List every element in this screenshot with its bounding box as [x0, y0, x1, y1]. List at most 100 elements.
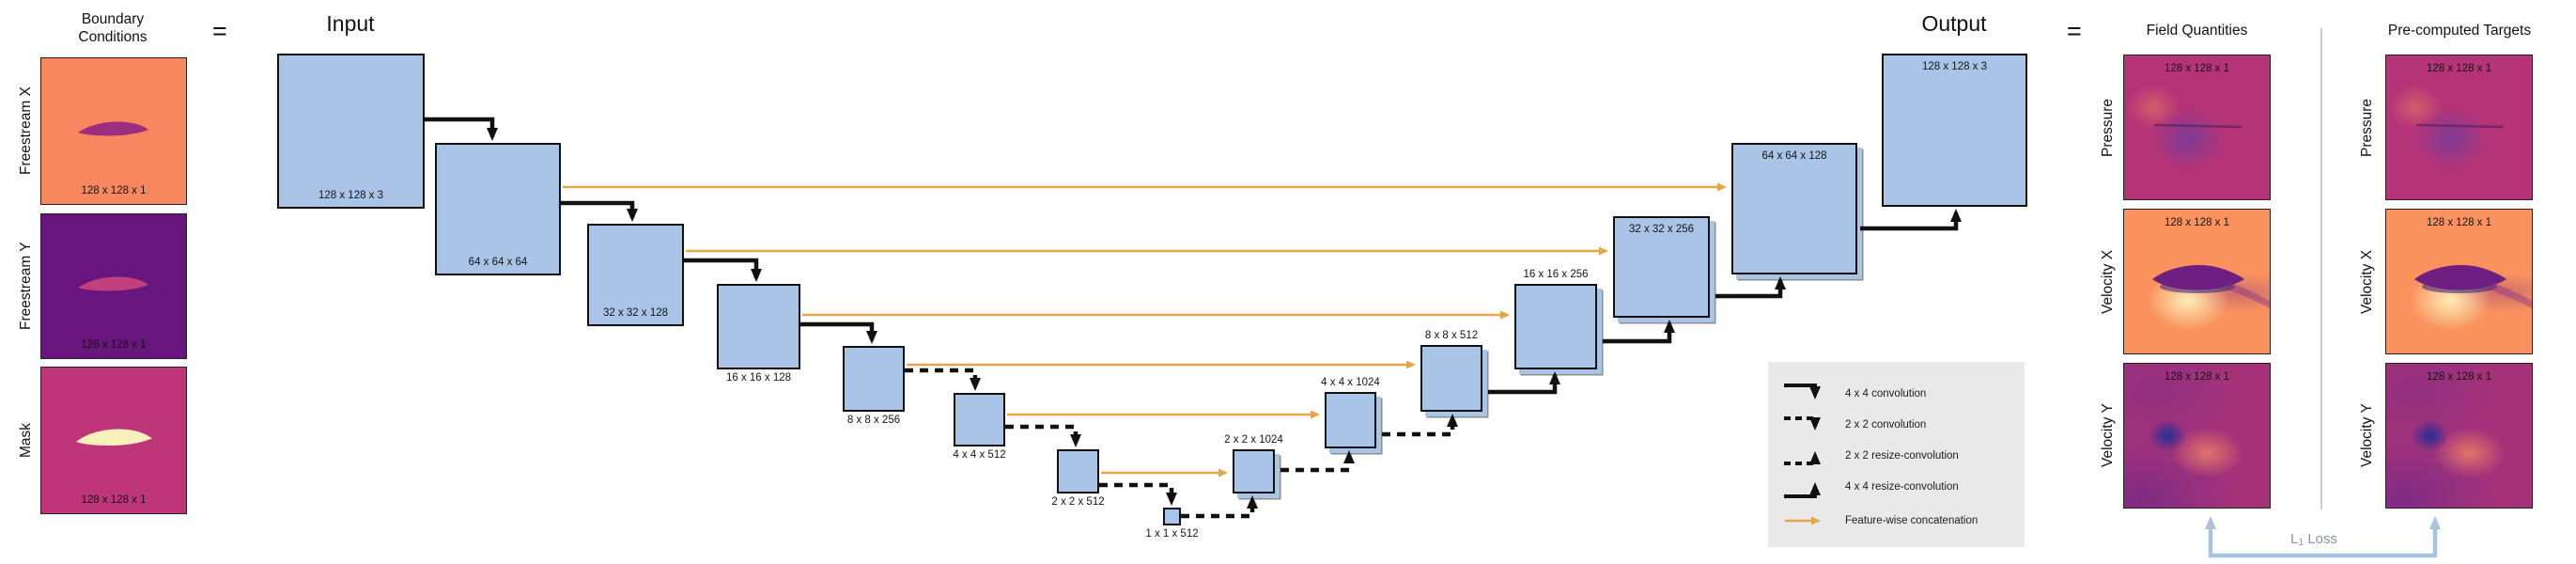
legend-label: Feature-wise concatenation	[1845, 515, 1979, 526]
fq-pressure-panel: 128 x 128 x 1	[2123, 55, 2271, 200]
legend-item-concatenation: Feature-wise concatenation	[1781, 506, 1978, 536]
resize-16-32	[1603, 320, 1675, 344]
loss-prefix: L	[2289, 531, 2299, 547]
resize-8-16	[1488, 371, 1560, 395]
resize-32-64	[1715, 276, 1786, 299]
conv-16-8	[800, 321, 877, 344]
box-dims: 128 x 128 x 3	[318, 190, 384, 201]
legend-label: 4 x 4 resize-convolution	[1845, 481, 1959, 493]
solid-down-arrow-icon	[1784, 384, 1821, 400]
fq-velocity-y-panel: 128 x 128 x 1	[2123, 363, 2271, 509]
encoder-box-32: 32 x 32 x 128	[587, 224, 684, 326]
box-dims: 2 x 2 x 1024	[1224, 434, 1283, 446]
equals-sign-right: =	[2067, 17, 2082, 45]
panel-dims: 128 x 128 x 1	[2426, 371, 2492, 383]
pct-velocity-x-label: Velocity X	[2359, 249, 2375, 314]
legend-label: 2 x 2 resize-convolution	[1845, 450, 1959, 462]
box-dims: 4 x 4 x 512	[953, 449, 1006, 461]
conv-32-16	[684, 258, 762, 282]
box-dims: 1 x 1 x 512	[1145, 528, 1199, 540]
pct-velocity-y-panel: 128 x 128 x 1	[2385, 363, 2533, 509]
solid-up-arrow-icon	[1784, 482, 1821, 498]
conv-64-32	[561, 200, 638, 222]
input-title: Input	[326, 11, 375, 36]
encoder-box-8: 8 x 8 x 256	[843, 346, 905, 426]
orange-arrow-icon	[1785, 516, 1821, 525]
dashed-down-arrow-icon	[1784, 416, 1821, 431]
encoder-box-128: 128 x 128 x 3	[277, 54, 425, 209]
box-dims: 128 x 128 x 3	[1921, 61, 1988, 72]
output-box: 128 x 128 x 3	[1882, 54, 2027, 207]
dashed-up-arrow-icon	[1784, 451, 1821, 465]
airfoil-shape	[78, 276, 148, 291]
freestream-y-label: Freestream Y	[18, 242, 34, 331]
panel-dims: 128 x 128 x 1	[2426, 217, 2492, 228]
freestream-x-label: Freestream X	[18, 86, 34, 176]
box-dims: 64 x 64 x 64	[468, 257, 528, 268]
freestream-x-panel: 128 x 128 x 1	[40, 57, 187, 205]
legend-label: 4 x 4 convolution	[1845, 388, 1927, 400]
conv-4-2	[1005, 424, 1081, 447]
resize-4-8	[1382, 414, 1458, 437]
fq-velocity-y-label: Velocity Y	[2100, 403, 2116, 468]
box-dims: 8 x 8 x 256	[846, 415, 901, 426]
panel-dims: 128 x 128 x 1	[81, 185, 147, 196]
box-dims: 16 x 16 x 256	[1523, 269, 1589, 280]
airfoil-shape	[76, 429, 152, 446]
pct-pressure-panel: 128 x 128 x 1	[2385, 55, 2533, 200]
airfoil-shape	[2152, 264, 2270, 308]
encoder-box-64: 64 x 64 x 64	[435, 143, 561, 275]
boundary-conditions-title: Boundary Conditions	[78, 11, 147, 45]
decoder-box-8: 8 x 8 x 512	[1420, 330, 1482, 412]
airfoil-chord-line	[2153, 123, 2242, 129]
panel-dims: 128 x 128 x 1	[2164, 217, 2230, 228]
loss-subscript: 1	[2298, 537, 2304, 549]
panel-dims: 128 x 128 x 1	[81, 339, 147, 351]
pre-computed-targets-title: Pre-computed Targets	[2387, 23, 2532, 39]
panel-dims: 128 x 128 x 1	[2426, 63, 2492, 74]
fq-velocity-x-panel: 128 x 128 x 1	[2123, 209, 2271, 354]
equals-sign-left: =	[212, 17, 227, 45]
field-quantities-title: Field Quantities	[2146, 23, 2248, 39]
encoder-box-4: 4 x 4 x 512	[953, 393, 1006, 461]
airfoil-shape	[78, 121, 148, 136]
legend-item-4x4-conv: 4 x 4 convolution	[1781, 379, 1926, 409]
legend-item-2x2-resize-conv: 2 x 2 resize-convolution	[1781, 441, 1959, 471]
decoder-box-2: 2 x 2 x 1024	[1224, 434, 1283, 494]
decoder-box-4: 4 x 4 x 1024	[1321, 377, 1380, 448]
resize-64-output	[1860, 209, 1962, 231]
encoder-box-2: 2 x 2 x 512	[1051, 449, 1105, 508]
legend-box: 4 x 4 convolution 2 x 2 convolution 2 x …	[1768, 362, 2025, 547]
legend-item-2x2-conv: 2 x 2 convolution	[1781, 410, 1926, 440]
box-dims: 8 x 8 x 512	[1424, 330, 1479, 341]
airfoil-shape	[2414, 264, 2532, 308]
panel-dims: 128 x 128 x 1	[81, 494, 147, 506]
pct-pressure-label: Pressure	[2359, 98, 2375, 157]
box-dims: 4 x 4 x 1024	[1321, 377, 1380, 388]
fq-velocity-x-label: Velocity X	[2100, 249, 2116, 314]
encoder-box-16: 16 x 16 x 128	[717, 284, 800, 384]
airfoil-chord-line	[2415, 123, 2505, 129]
resize-1-2	[1181, 495, 1258, 519]
box-dims: 2 x 2 x 512	[1051, 496, 1105, 508]
mask-panel: 128 x 128 x 1	[40, 367, 187, 514]
box-dims: 32 x 32 x 256	[1628, 224, 1695, 235]
legend-item-4x4-resize-conv: 4 x 4 resize-convolution	[1781, 472, 1959, 502]
decoder-box-16: 16 x 16 x 256	[1514, 269, 1597, 369]
encoder-box-1: 1 x 1 x 512	[1145, 508, 1199, 540]
panel-dims: 128 x 128 x 1	[2164, 63, 2230, 74]
box-dims: 16 x 16 x 128	[725, 372, 792, 384]
legend-label: 2 x 2 convolution	[1845, 419, 1927, 431]
pct-velocity-y-label: Velocity Y	[2359, 403, 2375, 468]
pct-velocity-x-panel: 128 x 128 x 1	[2385, 209, 2533, 354]
box-dims: 64 x 64 x 128	[1761, 150, 1827, 162]
output-title: Output	[1921, 11, 1987, 36]
mask-label: Mask	[18, 422, 34, 459]
freestream-y-panel: 128 x 128 x 1	[40, 213, 187, 359]
panel-dims: 128 x 128 x 1	[2164, 371, 2230, 383]
box-dims: 32 x 32 x 128	[602, 307, 669, 319]
loss-word: Loss	[2304, 531, 2338, 547]
decoder-box-64: 64 x 64 x 128	[1731, 143, 1857, 274]
conv-input-64	[425, 117, 498, 141]
